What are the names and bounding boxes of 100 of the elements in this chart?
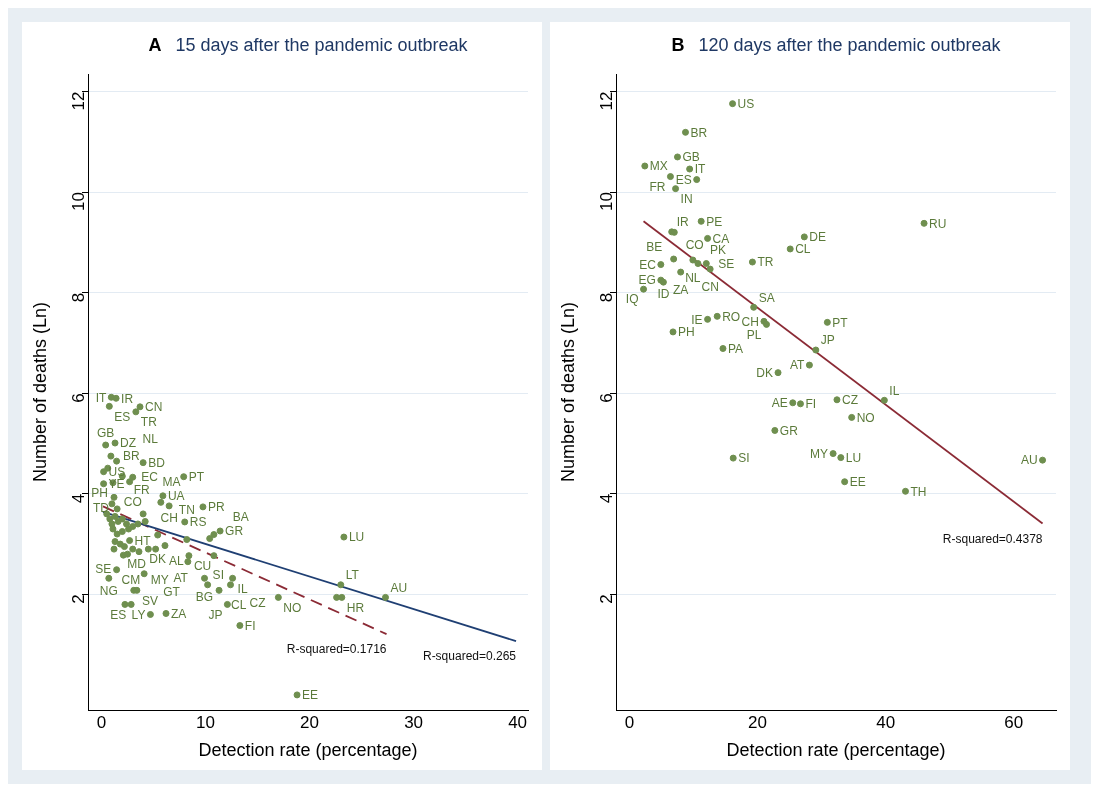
annotation: CH [160, 511, 178, 526]
x-tick-label: 10 [196, 712, 215, 732]
annotation: PL [746, 327, 762, 342]
y-tick-label: 12 [68, 91, 88, 111]
annotation: TR [757, 255, 774, 270]
annotation: HR [346, 600, 365, 615]
annotation: CN [145, 400, 163, 415]
annotation: NO [856, 410, 875, 425]
annotation: R-squared=0.265 [422, 649, 517, 664]
annotation: ES [110, 607, 127, 622]
annotation: ID [657, 287, 670, 302]
annotation: TD [93, 500, 110, 515]
annotation: RO [722, 309, 741, 324]
annotation: LT [345, 568, 360, 583]
x-axis-title: Detection rate (percentage) [198, 740, 418, 761]
annotation: MY [150, 573, 169, 587]
annotation: MA [162, 475, 181, 490]
annotation: AT [789, 358, 806, 373]
annotation: DK [756, 365, 774, 380]
chart-title: 120 days after the pandemic outbreak [698, 34, 1002, 55]
annotation: NG [99, 583, 118, 598]
annotation: CL [231, 597, 247, 612]
annotation: FI [805, 397, 817, 412]
x-tick-label: 30 [404, 712, 424, 732]
annotation: PR [207, 500, 225, 515]
annotation: PE [706, 214, 723, 229]
x-tick-label: 40 [508, 712, 528, 732]
annotation: CO [685, 238, 704, 253]
y-tick-label: 2 [68, 594, 88, 604]
annotation: R-squared=0.4378 [942, 531, 1043, 546]
chart-title: 15 days after the pandemic outbreak [175, 34, 469, 55]
annotation: IN [680, 191, 693, 206]
annotation: SE [95, 562, 112, 577]
y-tick-label: 2 [596, 594, 616, 604]
x-axis-title: Detection rate (percentage) [726, 740, 946, 761]
y-tick-label: 8 [596, 292, 616, 303]
y-tick-label: 10 [68, 192, 88, 212]
text: B [671, 34, 685, 55]
annotation: CN [701, 280, 719, 295]
annotation: CH [741, 314, 759, 329]
annotation: HT [134, 533, 152, 548]
annotation: FR [649, 179, 666, 194]
x-tick-label: 60 [1004, 712, 1024, 732]
annotation: EC [639, 257, 657, 272]
annotation: PH [678, 325, 695, 340]
annotation: MD [127, 556, 147, 571]
y-tick-label: 4 [596, 493, 616, 504]
annotation: ZA [171, 606, 187, 621]
x-tick-label: 20 [748, 712, 767, 732]
x-tick-label: 40 [876, 712, 896, 732]
annotation: CU [193, 558, 212, 573]
annotation: BD [148, 455, 166, 470]
annotation: DE [809, 230, 826, 245]
annotation: DZ [120, 436, 137, 451]
annotation: EE [849, 475, 866, 490]
x-tick-label: 0 [96, 712, 107, 732]
annotation: TN [178, 502, 195, 517]
annotation: RS [189, 515, 207, 530]
annotation: AT [173, 570, 189, 585]
annotation: ES [114, 409, 131, 424]
y-tick-label: 6 [68, 393, 88, 403]
y-axis-title: Number of deaths (Ln) [29, 301, 50, 483]
annotation: RU [929, 216, 947, 231]
annotation: NL [685, 271, 701, 286]
annotation: EG [638, 273, 656, 288]
annotation: JP [820, 333, 835, 348]
annotation: IR [121, 391, 134, 406]
annotation: BR [690, 125, 708, 140]
annotation: CZ [841, 393, 858, 408]
annotation: IE [691, 312, 703, 327]
y-axis-title: Number of deaths (Ln) [557, 301, 578, 483]
annotation: AU [390, 580, 408, 595]
annotation: CL [795, 242, 811, 257]
text: A [148, 34, 162, 55]
x-tick-label: 20 [300, 712, 320, 732]
annotation: SI [212, 568, 224, 583]
annotation: JP [208, 607, 223, 622]
annotation: BG [195, 589, 214, 604]
annotation: GT [163, 585, 181, 600]
annotation: PT [832, 315, 849, 330]
annotation: BA [232, 509, 249, 524]
annotation: IL [889, 383, 900, 398]
annotation: DK [149, 552, 167, 567]
annotation: AL [169, 553, 185, 568]
annotation: PH [91, 486, 108, 501]
y-tick-label: 10 [596, 192, 616, 212]
annotation: NO [283, 600, 302, 615]
annotation: BR [122, 449, 140, 464]
annotation: GR [779, 423, 799, 438]
annotation: LU [845, 450, 862, 465]
annotation: GB [682, 150, 700, 165]
annotation: UA [167, 489, 185, 504]
annotation: TH [910, 484, 927, 499]
annotation: ES [675, 172, 692, 187]
annotation: US [108, 465, 126, 479]
annotation: PA [727, 341, 744, 356]
annotation: GB [97, 426, 115, 441]
annotation: EE [302, 688, 319, 703]
annotation: TR [140, 415, 158, 430]
annotation: MX [649, 159, 668, 174]
